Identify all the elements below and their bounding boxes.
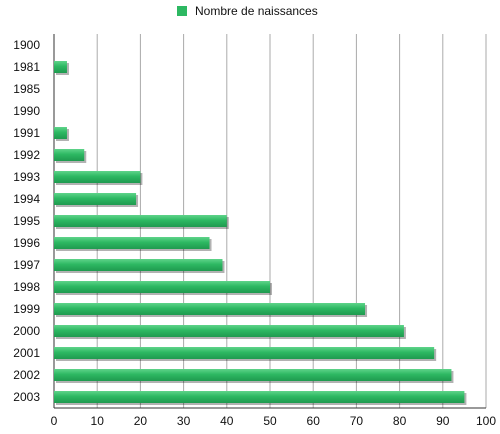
y-tick-label: 2002 bbox=[13, 368, 40, 382]
x-tick-label: 0 bbox=[51, 414, 58, 428]
x-tick-label: 70 bbox=[350, 414, 364, 428]
bar bbox=[54, 391, 465, 403]
y-tick-label: 1998 bbox=[13, 280, 40, 294]
x-tick-label: 20 bbox=[134, 414, 148, 428]
bar bbox=[54, 127, 67, 139]
bar bbox=[54, 215, 227, 227]
x-axis-labels: 0 10 20 30 40 50 60 70 80 90 100 bbox=[51, 414, 497, 428]
y-tick-label: 1990 bbox=[13, 104, 40, 118]
bar bbox=[54, 171, 141, 183]
x-tick-label: 100 bbox=[476, 414, 496, 428]
y-tick-label: 2003 bbox=[13, 390, 40, 404]
y-tick-label: 1900 bbox=[13, 38, 40, 52]
y-tick-label: 2000 bbox=[13, 324, 40, 338]
x-tick-label: 10 bbox=[91, 414, 105, 428]
bar bbox=[54, 259, 223, 271]
y-tick-label: 1995 bbox=[13, 214, 40, 228]
y-tick-label: 1994 bbox=[13, 192, 40, 206]
bar bbox=[54, 347, 435, 359]
bar bbox=[54, 193, 137, 205]
y-tick-label: 1999 bbox=[13, 302, 40, 316]
bar bbox=[54, 303, 366, 315]
bar bbox=[54, 237, 210, 249]
y-tick-label: 2001 bbox=[13, 346, 40, 360]
y-tick-label: 1996 bbox=[13, 236, 40, 250]
x-tick-label: 80 bbox=[393, 414, 407, 428]
y-tick-label: 1991 bbox=[13, 126, 40, 140]
y-tick-label: 1997 bbox=[13, 258, 40, 272]
x-tick-label: 40 bbox=[220, 414, 234, 428]
legend: Nombre de naissances bbox=[177, 4, 318, 18]
bar bbox=[54, 61, 67, 73]
bar bbox=[54, 325, 404, 337]
x-tick-label: 90 bbox=[436, 414, 450, 428]
x-tick-label: 50 bbox=[263, 414, 277, 428]
y-tick-label: 1985 bbox=[13, 82, 40, 96]
y-tick-label: 1993 bbox=[13, 170, 40, 184]
bars bbox=[54, 61, 467, 405]
legend-swatch bbox=[177, 6, 187, 16]
bar bbox=[54, 369, 452, 381]
y-tick-label: 1992 bbox=[13, 148, 40, 162]
x-tick-label: 30 bbox=[177, 414, 191, 428]
bar bbox=[54, 281, 270, 293]
x-tick-label: 60 bbox=[307, 414, 321, 428]
bar bbox=[54, 149, 85, 161]
legend-label: Nombre de naissances bbox=[195, 4, 318, 18]
y-axis-labels: 1900 1981 1985 1990 1991 1992 1993 1994 1995 1996… bbox=[13, 38, 40, 404]
y-tick-label: 1981 bbox=[13, 60, 40, 74]
